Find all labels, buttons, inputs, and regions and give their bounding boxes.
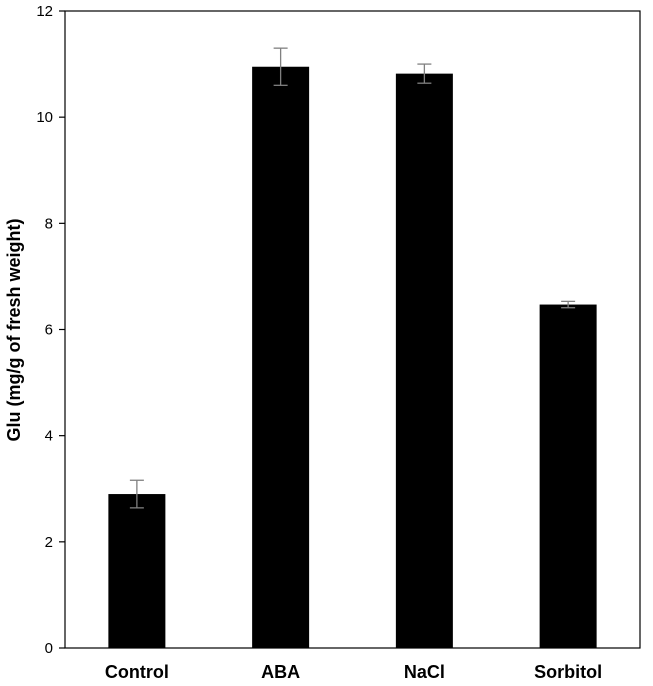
category-label-nacl: NaCl [404, 662, 445, 682]
error-bar-control [129, 479, 144, 509]
category-label-aba: ABA [261, 662, 300, 682]
y-tick-label: 6 [45, 322, 53, 339]
x-axis-categories: Control ABA NaCl Sorbitol [105, 662, 602, 682]
y-axis-title: Glu (mg/g of fresh weight) [4, 219, 24, 442]
bars [108, 66, 597, 649]
category-label-sorbitol: Sorbitol [534, 662, 602, 682]
error-bar-sorbitol [561, 300, 576, 309]
error-bar-aba [273, 47, 288, 86]
y-tick-label: 12 [36, 3, 53, 20]
category-label-control: Control [105, 662, 169, 682]
error-bar-nacl [417, 63, 432, 84]
bar-sorbitol [539, 304, 597, 648]
y-axis-ticks: 0 2 4 6 8 10 12 [36, 3, 65, 657]
bar-aba [252, 66, 310, 649]
y-tick-label: 2 [45, 534, 53, 551]
y-tick-label: 0 [45, 640, 53, 657]
bar-control [108, 494, 166, 648]
y-tick-label: 10 [36, 109, 53, 126]
bar-nacl [395, 73, 453, 649]
y-tick-label: 4 [45, 428, 53, 445]
error-bars [129, 47, 576, 509]
y-tick-label: 8 [45, 215, 53, 232]
